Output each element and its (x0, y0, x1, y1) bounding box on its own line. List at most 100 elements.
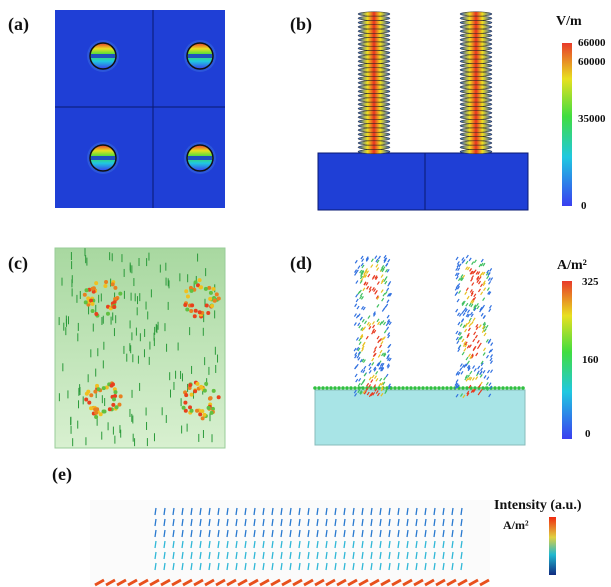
field-arrow (280, 518, 283, 527)
current-arrow (482, 280, 486, 285)
current-arrow (385, 262, 389, 267)
hot-arrow (83, 300, 88, 305)
current-arrow (466, 390, 470, 395)
current-arrow (361, 318, 365, 323)
current-arrow (381, 367, 385, 372)
colorbar-e-unit: A/m² (503, 518, 529, 532)
surface-arrow (421, 386, 425, 390)
surface-arrow (425, 386, 429, 390)
field-band (91, 54, 115, 58)
hot-arrow (87, 400, 92, 405)
pillar-ring (357, 45, 391, 51)
current-arrow (360, 327, 364, 331)
surface-arrow (473, 386, 477, 390)
current-arrow (473, 259, 477, 264)
colorbar-d (562, 281, 572, 439)
field-arrow (388, 551, 391, 560)
hot-arrow (184, 393, 189, 398)
current-arrow (461, 260, 465, 264)
surface-arrow (313, 386, 317, 390)
current-arrow (470, 389, 474, 393)
current-arrow (473, 304, 477, 309)
hot-arrow (84, 391, 89, 396)
field-arrow (397, 551, 400, 560)
pillar-ring (357, 144, 391, 150)
hot-arrow (89, 393, 94, 398)
hot-arrow (96, 387, 101, 392)
current-arrow (483, 386, 487, 390)
current-arrow (386, 314, 390, 319)
current-arrow (387, 334, 391, 339)
current-arrow (367, 273, 371, 278)
current-arrow (360, 269, 364, 274)
current-arrow (388, 357, 392, 362)
field-arrow (289, 551, 292, 560)
pillar-ring (357, 119, 391, 124)
colorbar-b (562, 43, 572, 206)
field-arrow (181, 507, 184, 516)
hot-arrow (197, 310, 202, 315)
current-arrow (379, 344, 383, 349)
current-arrow (456, 298, 460, 303)
current-arrow (364, 268, 368, 272)
hot-arrow (113, 297, 118, 302)
field-arrow (316, 562, 319, 571)
current-arrow (464, 376, 468, 381)
field-arrow (190, 540, 193, 549)
bottom-arrow (138, 578, 149, 587)
current-arrow (373, 329, 377, 334)
field-arrow (262, 507, 265, 516)
current-arrow (370, 258, 374, 263)
current-arrow (357, 351, 361, 356)
hot-arrow (210, 303, 215, 308)
current-arrow (360, 278, 364, 282)
current-arrow (471, 261, 475, 265)
field-arrow (199, 507, 202, 516)
surface-arrow (517, 386, 521, 390)
field-arrow (253, 562, 256, 571)
field-arrow (316, 551, 319, 560)
field-arrow (343, 518, 346, 527)
field-arrow (334, 529, 337, 538)
current-arrow (381, 278, 385, 283)
current-arrow (367, 315, 371, 319)
bottom-arrow (314, 578, 325, 587)
current-arrow (465, 254, 469, 259)
current-arrow (463, 363, 467, 368)
field-arrow (325, 529, 328, 538)
field-arrow (307, 551, 310, 560)
current-arrow (459, 363, 463, 367)
current-arrow (476, 305, 480, 310)
current-arrow (383, 329, 387, 334)
hot-arrow (193, 280, 198, 285)
current-arrow (482, 262, 486, 267)
field-arrow (280, 529, 283, 538)
field-arrow (271, 529, 274, 538)
current-arrow (458, 313, 462, 317)
field-arrow (433, 540, 436, 549)
current-arrow (361, 345, 365, 350)
current-arrow (358, 324, 362, 329)
field-arrow (370, 518, 373, 527)
field-arrow (271, 518, 274, 527)
field-arrow (289, 540, 292, 549)
field-arrow (298, 518, 301, 527)
field-arrow (343, 551, 346, 560)
current-arrow (456, 285, 460, 290)
current-arrow (376, 318, 380, 323)
current-arrow (470, 290, 474, 295)
current-arrow (468, 302, 472, 307)
field-band (188, 156, 212, 160)
field-arrow (208, 518, 211, 527)
hot-arrow (107, 407, 112, 412)
field-arrow (199, 551, 202, 560)
field-arrow (163, 551, 166, 560)
hot-arrow (94, 312, 99, 317)
hot-arrow (208, 396, 213, 401)
bottom-arrow (127, 578, 138, 587)
current-arrow (376, 259, 380, 264)
surface-arrow (521, 386, 525, 390)
current-arrow (359, 390, 363, 394)
field-arrow (226, 562, 229, 571)
pillar-ring (357, 37, 391, 43)
